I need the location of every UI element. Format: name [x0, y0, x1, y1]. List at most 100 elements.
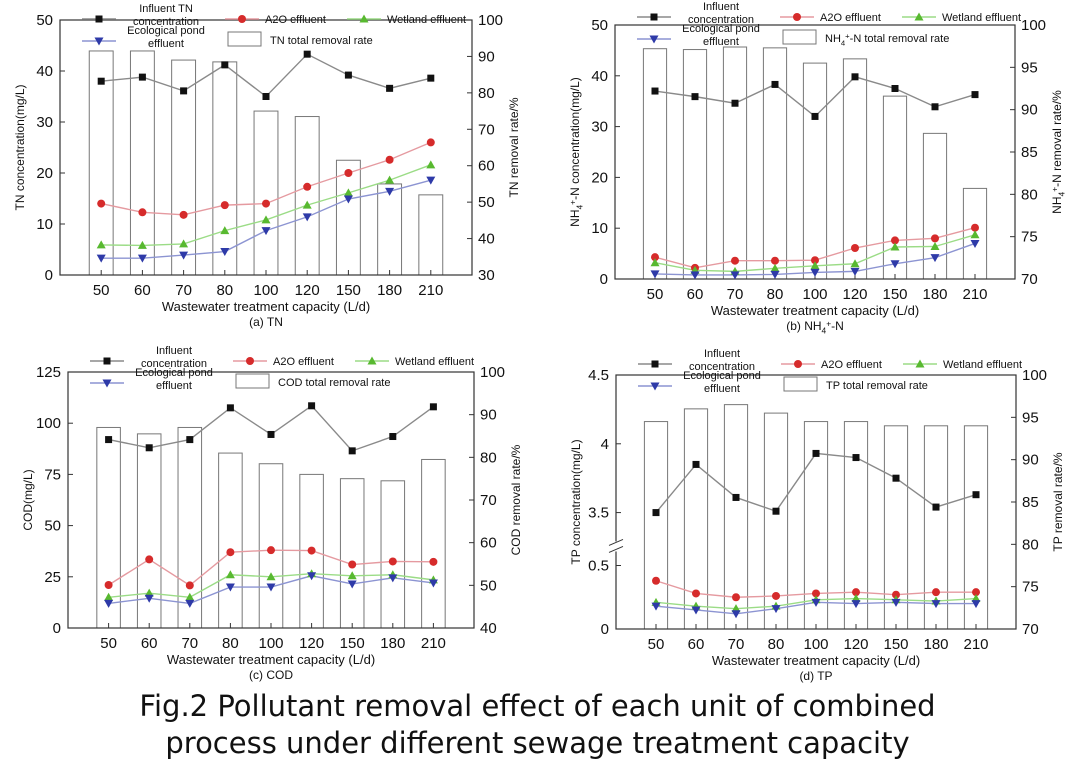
left-axis-tick-label: 0 [600, 271, 608, 288]
axis-break-mark [608, 538, 624, 546]
right-axis-tick-label: 100 [1022, 367, 1047, 384]
right-axis-title: TN removal rate/% [507, 97, 521, 197]
data-point-pond [770, 270, 780, 279]
panel-subtitle: (b) NH4+-N [786, 318, 844, 335]
data-point-pond [851, 600, 861, 609]
right-axis-tick-label: 100 [478, 12, 503, 29]
data-point-a2o [892, 590, 900, 599]
removal-rate-bar [218, 452, 243, 629]
data-point-a2o [307, 546, 316, 555]
legend-bar-swatch [782, 29, 817, 45]
caption-line-1: Fig.2 Pollutant removal effect of each u… [139, 689, 936, 723]
data-point-influent [691, 93, 699, 101]
data-point-pond [343, 195, 353, 204]
data-point-pond [261, 227, 271, 236]
x-axis-tick-label: 180 [380, 635, 405, 652]
axis-break-mark [608, 545, 624, 553]
data-point-wetland [930, 241, 940, 250]
data-point-influent [221, 61, 229, 69]
legend-label-bars: TN total removal rate [270, 35, 373, 47]
legend-marker-a2o [794, 360, 802, 368]
legend-marker-influent [651, 360, 659, 368]
left-axis-tick-label: 0 [53, 620, 61, 637]
data-point-wetland [302, 200, 312, 209]
legend-label-influent: Influent TN [139, 3, 193, 15]
data-point-pond [850, 267, 860, 276]
legend-label-wetland: Wetland effluent [387, 14, 466, 26]
data-point-pond [891, 598, 901, 607]
data-point-pond [930, 254, 940, 263]
right-axis-tick-label: 30 [478, 267, 495, 284]
left-axis-tick-label: 50 [44, 518, 61, 535]
right-axis-tick-label: 50 [478, 194, 495, 211]
data-point-pond [970, 239, 980, 248]
data-point-a2o [97, 199, 106, 208]
left-axis-tick-label: 20 [36, 165, 53, 182]
x-axis-tick-label: 70 [727, 286, 744, 303]
data-point-influent [138, 73, 146, 81]
data-point-wetland [770, 263, 780, 272]
x-axis-tick-label: 150 [882, 286, 907, 303]
legend-marker-pond [649, 35, 659, 44]
legend-label-pond: effluent [148, 38, 184, 50]
data-point-a2o [731, 256, 739, 265]
data-point-influent [812, 449, 820, 457]
legend-label-a2o: A2O effluent [820, 12, 881, 24]
x-axis-tick-label: 120 [842, 286, 867, 303]
data-point-influent [226, 404, 234, 412]
data-point-influent [429, 403, 437, 411]
data-point-influent [932, 503, 940, 511]
data-point-pond [691, 606, 701, 615]
data-point-a2o [852, 588, 860, 597]
left-axis-title: NH4+-N concentration(mg/L) [567, 77, 584, 227]
data-point-pond [811, 598, 821, 607]
data-point-a2o [771, 256, 779, 265]
x-axis-tick-label: 80 [768, 636, 785, 653]
legend-bar-swatch [235, 373, 270, 389]
data-point-a2o [267, 546, 275, 555]
left-axis-title: TN concentration(mg/L) [13, 84, 27, 210]
data-point-influent [105, 436, 113, 444]
legend-label-a2o: A2O effluent [273, 356, 334, 368]
x-axis-tick-label: 70 [181, 635, 198, 652]
data-point-influent [180, 87, 188, 95]
data-point-influent [651, 87, 659, 95]
legend-label-bars: NH4+-N total removal rate [825, 32, 949, 48]
data-point-wetland [970, 230, 980, 239]
left-axis-tick-label: 100 [36, 415, 61, 432]
x-axis-tick-label: 50 [648, 636, 665, 653]
chart-panel-2: 0 10 20 30 40 50 70 75 80 85 90 95 100 50 60 70 80 100 120… [567, 1, 1066, 336]
removal-rate-bar [253, 110, 279, 276]
data-point-pond [730, 271, 740, 280]
data-point-pond [220, 248, 230, 257]
right-axis-tick-label: 70 [480, 492, 497, 509]
right-axis-tick-label: 70 [478, 121, 495, 138]
x-axis-tick-label: 70 [175, 282, 192, 299]
removal-rate-bar [339, 478, 365, 629]
data-point-wetland [850, 259, 860, 268]
legend-marker-a2o [246, 357, 254, 365]
legend-label-bars: TP total removal rate [826, 380, 928, 392]
x-axis-tick-label: 150 [336, 282, 361, 299]
left-axis-tick-label: 4 [601, 436, 609, 453]
data-point-a2o [426, 138, 435, 147]
data-point-wetland [347, 571, 357, 580]
right-axis-tick-label: 75 [1021, 229, 1038, 246]
data-point-wetland [890, 242, 900, 251]
axis-break-gap [609, 541, 623, 552]
panel-subtitle: (d) TP [799, 669, 832, 683]
chart-panel-1: 0 10 20 30 40 50 30 40 50 60 70 80 90 100 50 60 70 80 100 1… [13, 3, 521, 329]
data-point-a2o [971, 223, 979, 232]
legend-marker-influent [650, 13, 658, 21]
data-point-influent [344, 71, 352, 79]
data-point-a2o [732, 593, 740, 602]
data-point-pond [347, 580, 357, 589]
data-point-wetland [971, 594, 981, 603]
data-point-influent [186, 436, 194, 444]
right-axis-tick-label: 75 [1022, 579, 1039, 596]
removal-rate-bar [294, 116, 320, 276]
data-point-a2o [303, 182, 312, 191]
